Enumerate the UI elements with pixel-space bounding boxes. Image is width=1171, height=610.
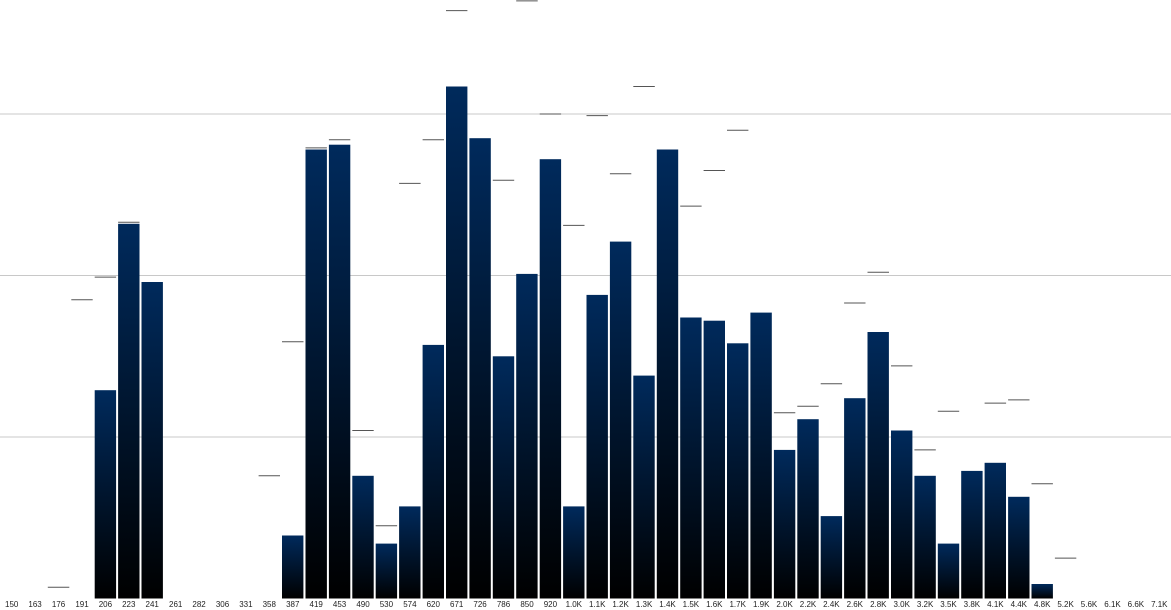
- bar-4.4K: [1008, 496, 1030, 599]
- bar-419: [305, 149, 327, 599]
- x-tick-label: 620: [427, 600, 441, 609]
- bar-223: [118, 223, 140, 599]
- bar-3.2K: [914, 475, 936, 599]
- x-tick-label: 1.6K: [706, 600, 723, 609]
- x-tick-label: 1.5K: [683, 600, 700, 609]
- x-tick-label: 1.3K: [636, 600, 653, 609]
- bar-2.2K: [797, 419, 819, 599]
- x-tick-label: 2.2K: [800, 600, 817, 609]
- bar-671: [446, 86, 468, 599]
- x-tick-label: 1.9K: [753, 600, 770, 609]
- bar-490: [352, 475, 374, 599]
- x-tick-label: 2.4K: [823, 600, 840, 609]
- x-tick-label: 387: [286, 600, 300, 609]
- bar-620: [422, 344, 444, 599]
- bar-1.0K: [563, 506, 585, 599]
- bar-1.7K: [727, 343, 749, 599]
- x-tick-label: 726: [473, 600, 487, 609]
- bar-241: [141, 282, 163, 599]
- x-tick-label: 3.8K: [964, 600, 981, 609]
- bar-3.0K: [891, 430, 913, 599]
- bar-1.5K: [680, 317, 702, 599]
- x-tick-label: 150: [5, 600, 19, 609]
- bar-1.3K: [633, 375, 655, 599]
- x-tick-label: 490: [356, 600, 370, 609]
- reference-markers-group: [47, 0, 1077, 588]
- bar-4.8K: [1031, 584, 1053, 599]
- x-tick-label: 3.2K: [917, 600, 934, 609]
- x-tick-label: 306: [216, 600, 230, 609]
- x-tick-label: 2.0K: [776, 600, 793, 609]
- bar-3.8K: [961, 470, 983, 599]
- x-tick-label: 574: [403, 600, 417, 609]
- x-tick-label: 2.6K: [847, 600, 864, 609]
- x-tick-label: 358: [263, 600, 277, 609]
- bar-2.8K: [867, 332, 889, 599]
- x-tick-label: 850: [520, 600, 534, 609]
- bar-920: [539, 159, 562, 599]
- x-tick-label: 1.4K: [659, 600, 676, 609]
- x-tick-label: 786: [497, 600, 511, 609]
- x-tick-label: 1.1K: [589, 600, 606, 609]
- x-tick-label: 7.1K: [1151, 600, 1168, 609]
- bar-786: [492, 356, 515, 599]
- bar-1.6K: [703, 320, 725, 599]
- x-tick-label: 241: [146, 600, 160, 609]
- x-tick-label: 163: [28, 600, 42, 609]
- x-tick-label: 1.0K: [566, 600, 583, 609]
- bar-850: [516, 273, 538, 599]
- x-tick-label: 530: [380, 600, 394, 609]
- bar-453: [328, 144, 351, 599]
- bar-4.1K: [984, 462, 1006, 599]
- bar-206: [94, 390, 117, 599]
- bar-2.0K: [773, 449, 796, 599]
- bar-387: [282, 535, 304, 599]
- bar-726: [469, 138, 491, 599]
- x-tick-label: 1.7K: [729, 600, 746, 609]
- x-tick-label: 176: [52, 600, 66, 609]
- gridlines: [0, 113, 1171, 438]
- bar-2.6K: [844, 398, 866, 599]
- x-tick-label: 2.8K: [870, 600, 887, 609]
- x-tick-label: 4.8K: [1034, 600, 1051, 609]
- x-tick-label: 223: [122, 600, 136, 609]
- x-tick-label: 671: [450, 600, 464, 609]
- x-tick-label: 331: [239, 600, 253, 609]
- x-tick-label: 5.6K: [1081, 600, 1098, 609]
- bars-group: [94, 86, 1053, 599]
- bar-1.4K: [656, 149, 679, 599]
- bar-1.9K: [750, 312, 772, 599]
- bar-530: [375, 543, 398, 599]
- x-tick-label: 6.6K: [1128, 600, 1145, 609]
- x-tick-label: 282: [192, 600, 206, 609]
- x-tick-label: 4.4K: [1011, 600, 1028, 609]
- x-tick-label: 920: [544, 600, 558, 609]
- bar-2.4K: [820, 516, 843, 599]
- bar-1.2K: [609, 241, 632, 599]
- x-tick-label: 1.2K: [612, 600, 629, 609]
- bar-574: [399, 506, 421, 599]
- bar-1.1K: [586, 294, 608, 599]
- x-tick-label: 206: [99, 600, 113, 609]
- x-tick-label: 6.1K: [1104, 600, 1121, 609]
- x-tick-label: 4.1K: [987, 600, 1004, 609]
- x-tick-label: 261: [169, 600, 183, 609]
- x-tick-label: 419: [310, 600, 324, 609]
- x-tick-label: 191: [75, 600, 89, 609]
- bar-3.5K: [937, 543, 960, 599]
- x-tick-label: 453: [333, 600, 347, 609]
- x-tick-label: 3.0K: [893, 600, 910, 609]
- x-tick-labels: 150 163 176 191 206 223 241 261 282 306 331 358 387 4…: [5, 600, 1168, 609]
- x-tick-label: 3.5K: [940, 600, 957, 609]
- x-tick-label: 5.2K: [1057, 600, 1074, 609]
